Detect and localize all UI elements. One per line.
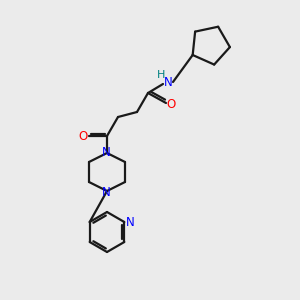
- Text: O: O: [167, 98, 176, 110]
- Text: N: N: [164, 76, 172, 88]
- Text: O: O: [78, 130, 88, 142]
- Text: N: N: [126, 215, 135, 229]
- Text: H: H: [157, 70, 165, 80]
- Text: N: N: [102, 146, 110, 158]
- Text: N: N: [102, 185, 110, 199]
